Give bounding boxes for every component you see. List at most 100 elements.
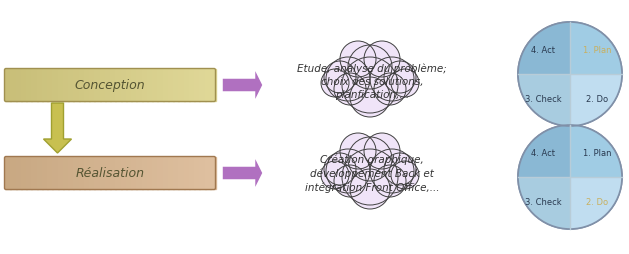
Bar [5,157,11,189]
Bar [199,70,206,102]
Circle shape [340,133,376,169]
Bar [199,157,206,189]
Bar [84,157,90,189]
Polygon shape [570,125,622,177]
Bar [184,157,190,189]
Bar [173,70,179,102]
Bar [68,70,74,102]
Bar [147,70,153,102]
Polygon shape [518,125,570,177]
Text: Conception: Conception [75,79,145,92]
Bar [10,70,16,102]
Circle shape [342,149,398,205]
Text: Etude, analyse du problème;
choix des solutions,
planfication,...: Etude, analyse du problème; choix des so… [297,63,447,100]
Bar [63,70,69,102]
Bar [115,157,121,189]
Circle shape [384,62,416,94]
Circle shape [384,153,416,185]
Bar [152,70,159,102]
Circle shape [326,149,370,193]
Bar [105,157,111,189]
Circle shape [364,133,400,169]
Bar [126,157,132,189]
Text: 2. Do: 2. Do [586,198,608,207]
Bar [157,70,164,102]
Bar [121,70,127,102]
Polygon shape [43,104,72,153]
Circle shape [391,161,419,189]
Circle shape [340,42,376,78]
Circle shape [348,46,392,90]
Bar [68,157,74,189]
Text: 1. Plan: 1. Plan [583,45,611,54]
Bar [162,70,169,102]
Bar [21,70,27,102]
Bar [173,157,179,189]
Bar [84,70,90,102]
Bar [178,70,184,102]
Circle shape [324,62,356,94]
Bar [99,157,106,189]
Bar [136,157,143,189]
Bar [16,70,22,102]
Circle shape [326,58,370,102]
Text: 3. Check: 3. Check [525,95,561,104]
Bar [204,70,211,102]
Bar [47,157,53,189]
Bar [79,70,85,102]
Bar [73,157,79,189]
Circle shape [370,58,414,102]
Circle shape [321,70,349,98]
Bar [189,157,195,189]
Bar [94,70,101,102]
Bar [110,157,116,189]
Bar [99,70,106,102]
Polygon shape [518,177,570,229]
Bar [52,157,58,189]
Polygon shape [570,177,622,229]
Bar [147,157,153,189]
Bar [178,157,184,189]
Bar [31,70,38,102]
Text: Réalisation: Réalisation [75,167,145,180]
Bar [131,157,137,189]
Circle shape [374,74,406,106]
Bar [52,70,58,102]
Bar [10,157,16,189]
Bar [26,157,32,189]
Circle shape [348,137,392,181]
Bar [73,70,79,102]
Polygon shape [518,23,570,75]
Text: Création graphique,
développement Back et
intégration Front Office,...: Création graphique, développement Back e… [304,154,439,192]
Bar [63,157,69,189]
Ellipse shape [518,125,622,229]
Bar [79,157,85,189]
Bar [189,70,195,102]
Bar [36,157,43,189]
Circle shape [391,70,419,98]
Circle shape [370,149,414,193]
Bar [204,157,211,189]
Bar [162,157,169,189]
Bar [110,70,116,102]
Ellipse shape [518,23,622,126]
Bar [194,70,200,102]
Circle shape [350,78,390,118]
Text: 2. Do: 2. Do [586,95,608,104]
Text: 3. Check: 3. Check [525,198,561,207]
Bar [57,70,64,102]
Bar [89,70,95,102]
Circle shape [321,161,349,189]
Bar [21,157,27,189]
Circle shape [342,58,398,114]
Bar [209,157,216,189]
Bar [157,157,164,189]
Bar [168,157,174,189]
Bar [152,157,159,189]
Bar [57,157,64,189]
Bar [26,70,32,102]
Bar [184,70,190,102]
Bar [31,157,38,189]
Bar [16,157,22,189]
Bar [121,157,127,189]
